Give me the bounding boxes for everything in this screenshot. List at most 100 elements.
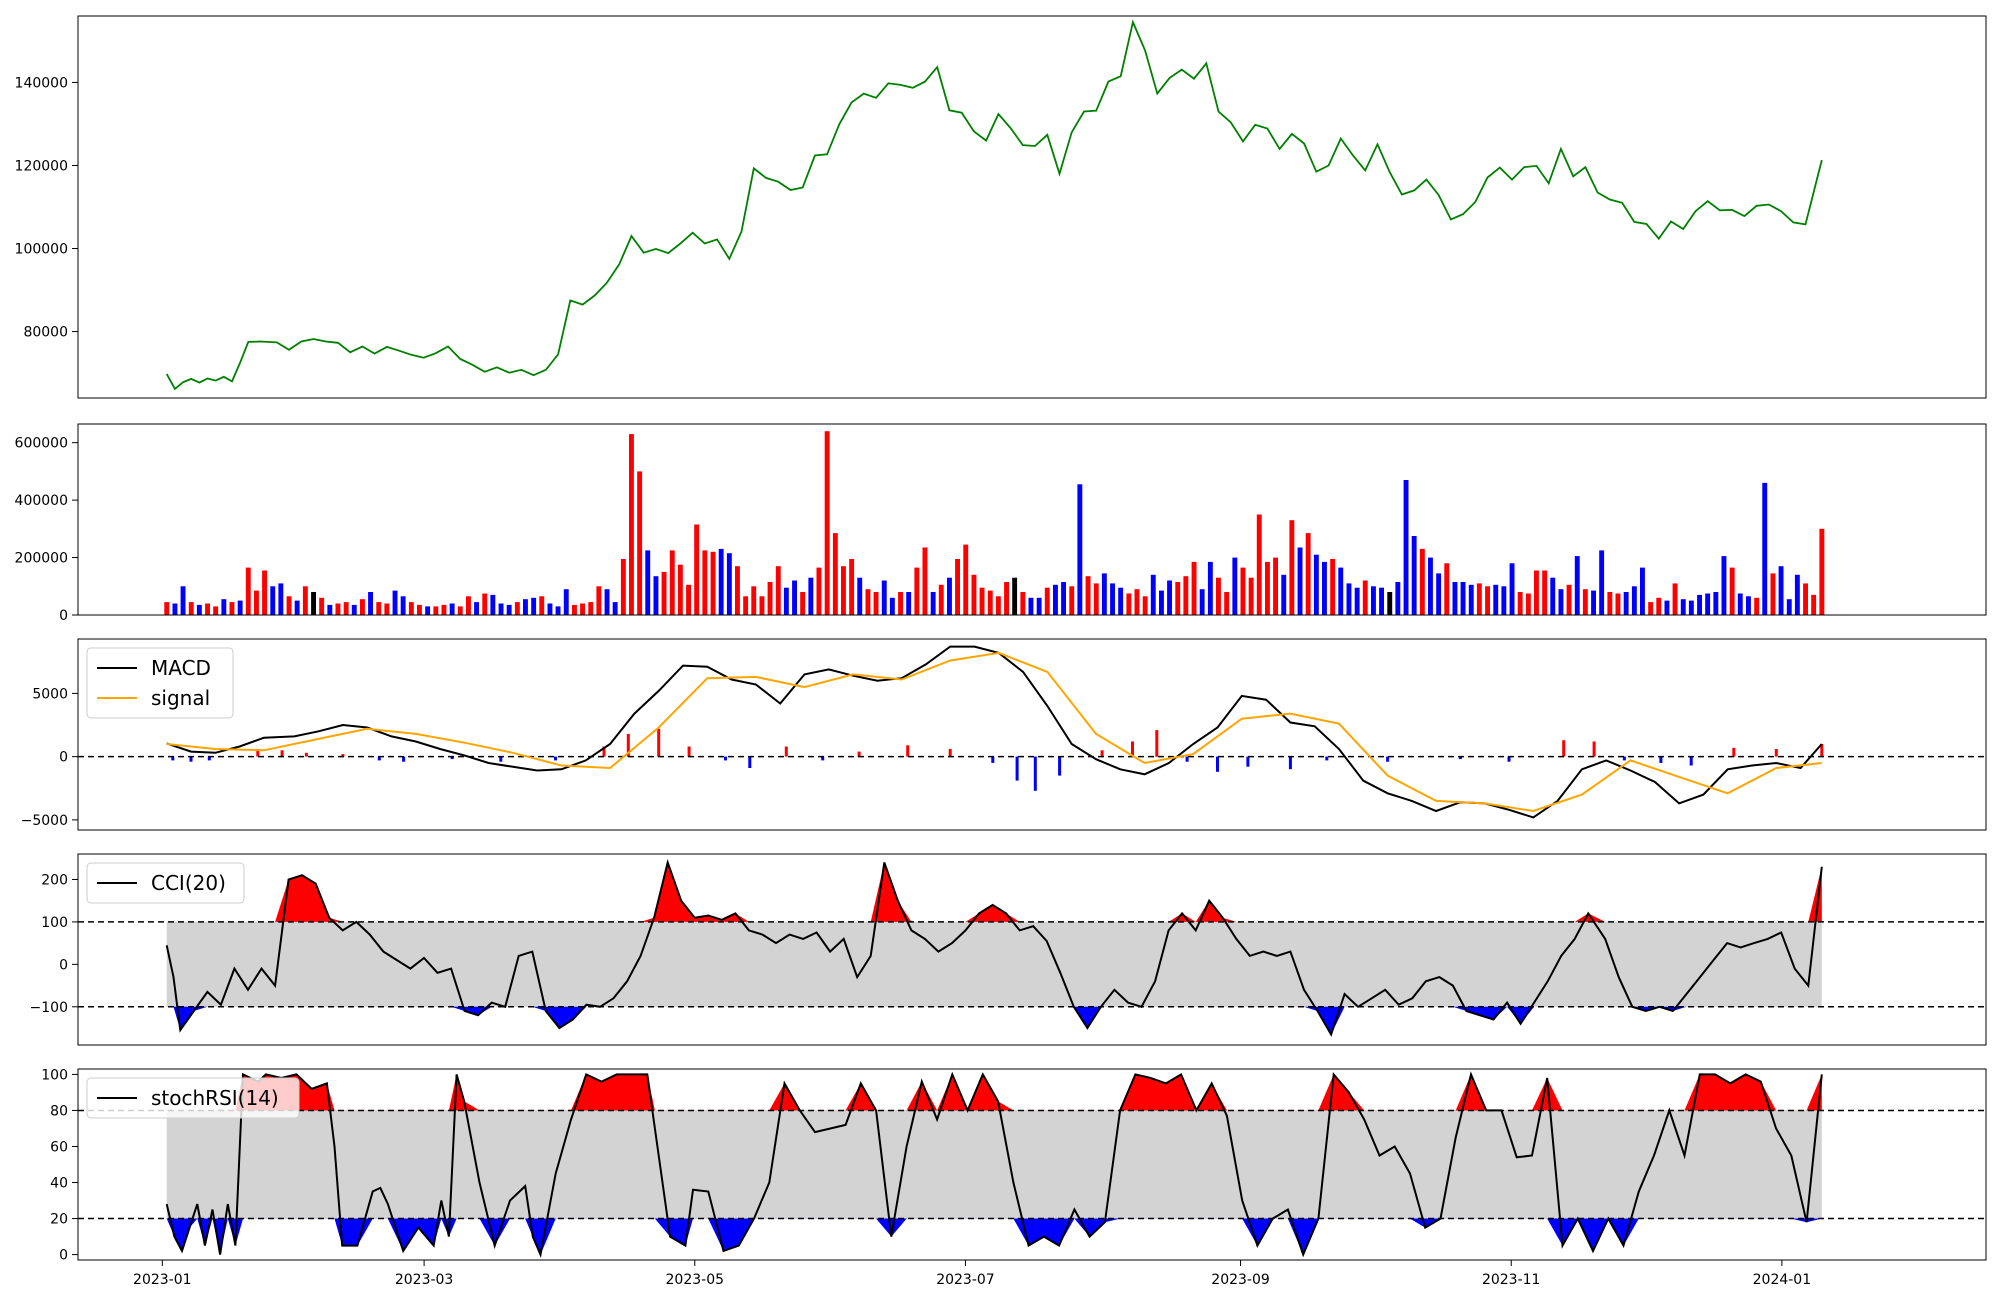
macd-histogram-bar xyxy=(1185,756,1189,762)
volume-bar xyxy=(1778,566,1784,615)
volume-bar xyxy=(1150,574,1156,615)
x-tick-label: 2023-11 xyxy=(1482,1272,1541,1288)
volume-bar xyxy=(1216,577,1221,615)
macd-histogram-bar xyxy=(189,756,193,762)
volume-bar xyxy=(1175,582,1181,615)
volume-bar xyxy=(694,524,700,615)
volume-bar xyxy=(506,604,512,615)
volume-bar xyxy=(482,593,488,615)
volume-bar xyxy=(1574,556,1580,615)
volume-bar xyxy=(604,589,610,615)
volume-bar xyxy=(1395,582,1401,615)
stochrsi-legend-label: stochRSI(14) xyxy=(151,1086,279,1110)
macd-histogram-bar xyxy=(991,756,995,763)
price-ytick-label: 100000 xyxy=(15,242,68,258)
macd-legend-box xyxy=(86,647,234,719)
cci-band-fill xyxy=(166,921,1822,1007)
cci-plot-area xyxy=(78,859,1986,1037)
volume-bar xyxy=(1786,599,1792,615)
volume-bar xyxy=(1705,593,1711,615)
volume-bar xyxy=(425,606,431,615)
macd-histogram-bar xyxy=(1058,756,1062,776)
volume-bar xyxy=(1737,593,1743,615)
volume-bar xyxy=(286,596,292,615)
volume-bar xyxy=(1566,584,1572,615)
volume-bar xyxy=(1077,484,1083,615)
volume-bar xyxy=(1550,577,1556,615)
volume-bar xyxy=(637,471,643,615)
volume-bar xyxy=(995,596,1001,615)
cci-ytick-label: 200 xyxy=(41,872,68,888)
volume-bar xyxy=(767,582,773,615)
stochrsi-ytick-label: 80 xyxy=(50,1103,68,1119)
macd-histogram-bar xyxy=(1622,756,1626,761)
macd-histogram-bar xyxy=(687,746,691,757)
volume-bar xyxy=(1232,557,1238,615)
volume-bar xyxy=(857,577,863,615)
macd-histogram-bar xyxy=(499,756,503,762)
volume-bar xyxy=(1468,584,1474,615)
volume-bar xyxy=(1004,582,1009,615)
volume-bar xyxy=(1110,583,1115,615)
cci-legend-box xyxy=(86,862,245,904)
cci-ytick-label: 100 xyxy=(41,915,68,931)
volume-bar xyxy=(726,553,732,615)
stochrsi-ytick-label: 0 xyxy=(59,1248,68,1264)
volume-bar xyxy=(979,587,985,615)
macd-histogram-bar xyxy=(1015,756,1019,781)
volume-bar xyxy=(718,548,724,615)
volume-bar xyxy=(221,599,227,615)
macd-histogram-bar xyxy=(626,733,630,757)
volume-bar xyxy=(1811,594,1817,615)
volume-bar xyxy=(889,597,895,615)
stochrsi-ytick-label: 60 xyxy=(50,1139,68,1155)
price-line xyxy=(165,19,1823,391)
volume-bar xyxy=(653,576,659,615)
volume-bar xyxy=(612,602,618,615)
volume-bar xyxy=(1664,600,1670,615)
macd-histogram-bar xyxy=(724,756,727,761)
volume-bar xyxy=(1069,586,1075,615)
volume-bar xyxy=(1534,570,1539,615)
volume-bar xyxy=(490,594,496,615)
volume-bar xyxy=(1338,567,1344,615)
stochrsi-panel: 0 20 40 60 80 100 stochRSI(14) 2023-01 2023-03 20… xyxy=(41,1067,1987,1288)
volume-bar xyxy=(311,592,316,615)
macd-histogram-bar xyxy=(1246,756,1250,767)
volume-bar xyxy=(270,586,276,615)
macd-histogram-bar xyxy=(1562,740,1566,757)
volume-bar xyxy=(1591,590,1596,615)
macd-histogram-bar xyxy=(1386,756,1390,762)
volume-bar xyxy=(808,577,814,615)
stochrsi-frame xyxy=(77,1068,1987,1261)
volume-bar xyxy=(800,592,806,615)
volume-bar xyxy=(1721,556,1727,615)
volume-bar xyxy=(294,600,300,615)
volume-bar xyxy=(987,590,993,615)
cci-legend-label: CCI(20) xyxy=(151,871,226,895)
volume-bar xyxy=(1085,576,1091,615)
volume-bar xyxy=(1697,594,1702,615)
macd-histogram-bar xyxy=(1659,756,1663,763)
volume-bar xyxy=(677,564,683,615)
macd-histogram-bar xyxy=(1732,747,1736,757)
macd-histogram-bar xyxy=(1689,756,1693,766)
volume-bar xyxy=(563,589,569,615)
volume-bar xyxy=(254,590,259,615)
volume-bar xyxy=(1607,592,1613,615)
volume-bar xyxy=(1436,573,1442,615)
volume-bar xyxy=(686,584,691,615)
volume-bar xyxy=(1460,582,1466,615)
volume-bar xyxy=(1191,561,1197,615)
macd-histogram-bar xyxy=(450,756,454,760)
cci-line xyxy=(165,859,1823,1037)
volume-bar xyxy=(302,586,308,615)
macd-histogram-bar xyxy=(1288,756,1292,770)
macd-histogram-bar xyxy=(1820,744,1824,757)
volume-bar xyxy=(832,533,838,615)
macd-ytick-label: 5000 xyxy=(32,686,68,702)
volume-bar xyxy=(262,570,267,615)
macd-histogram-bar xyxy=(1458,756,1462,760)
cci-overbought-fill xyxy=(166,862,1822,922)
volume-bar xyxy=(1403,480,1409,615)
